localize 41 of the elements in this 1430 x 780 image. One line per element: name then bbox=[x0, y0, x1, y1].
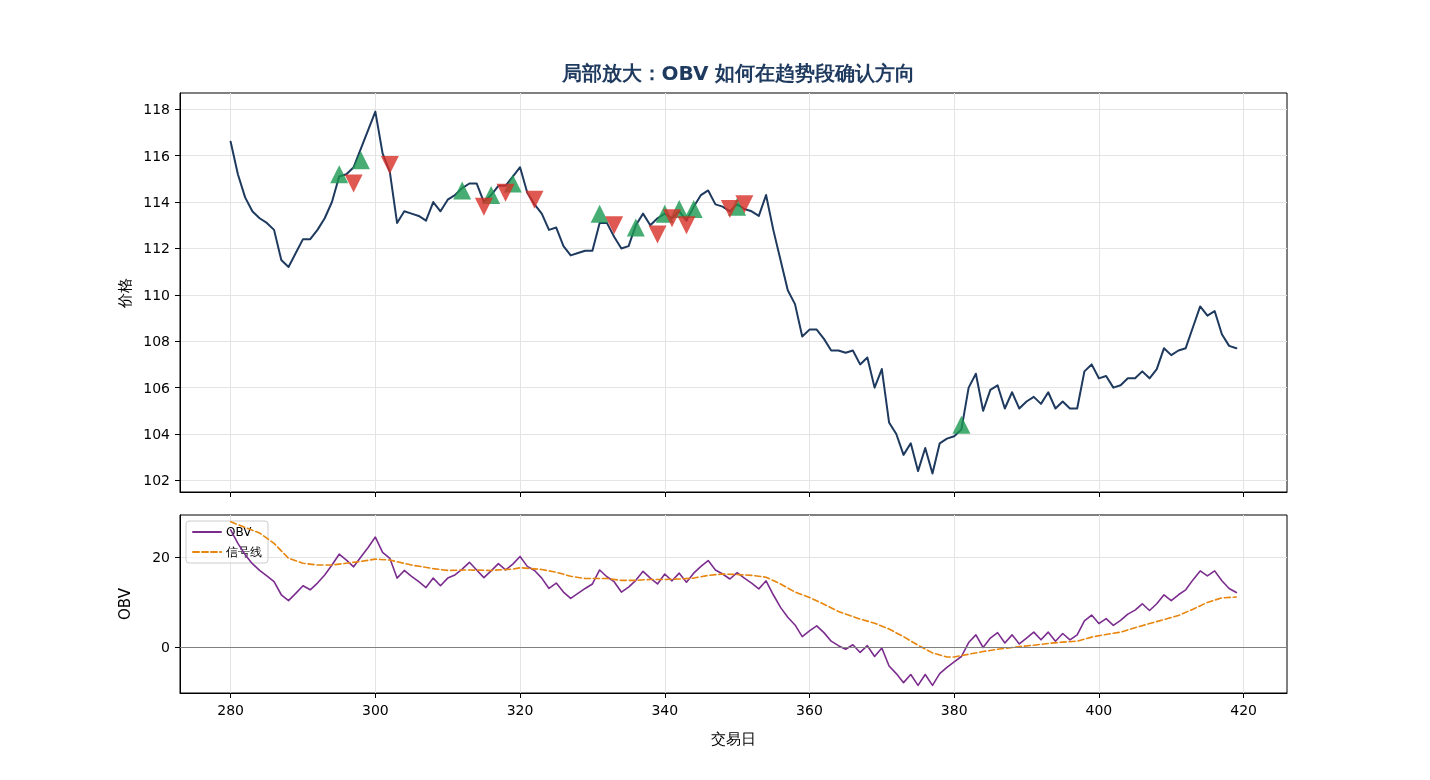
point bbox=[677, 216, 696, 235]
y-tick-label: 104 bbox=[143, 426, 171, 443]
point bbox=[648, 225, 667, 244]
point bbox=[496, 183, 515, 202]
point bbox=[952, 415, 971, 434]
point bbox=[474, 197, 493, 216]
point bbox=[735, 195, 754, 214]
y-tick-label: 108 bbox=[143, 333, 170, 350]
chart-title: 局部放大：OBV 如何在趋势段确认方向 bbox=[560, 61, 916, 85]
y-axis-title: OBV bbox=[115, 587, 134, 620]
y-tick-label: 116 bbox=[143, 147, 171, 164]
point bbox=[590, 204, 609, 223]
y-tick-label: 118 bbox=[143, 101, 170, 118]
point bbox=[626, 218, 645, 237]
point bbox=[453, 181, 472, 200]
x-axis-title: 交易日 bbox=[711, 729, 756, 748]
point bbox=[720, 199, 739, 218]
x-tick-label: 360 bbox=[796, 702, 823, 718]
point bbox=[663, 209, 681, 228]
x-tick-label: 300 bbox=[361, 702, 389, 718]
x-tick-label: 320 bbox=[506, 702, 534, 718]
y-tick-label: 102 bbox=[143, 472, 170, 489]
point bbox=[525, 190, 544, 209]
y-tick-label: 110 bbox=[143, 286, 170, 303]
y-tick-label: 112 bbox=[143, 240, 170, 257]
x-tick-label: 280 bbox=[217, 702, 245, 718]
y-axis-title: 价格 bbox=[115, 277, 134, 309]
point bbox=[380, 155, 399, 174]
x-tick-label: 340 bbox=[651, 702, 679, 718]
x-tick-label: 400 bbox=[1085, 702, 1113, 718]
x-tick-label: 380 bbox=[940, 702, 968, 718]
y-tick-label: 114 bbox=[143, 194, 171, 211]
line-series bbox=[229, 110, 1238, 475]
y-tick-label: 20 bbox=[152, 548, 170, 565]
point bbox=[605, 216, 624, 235]
point bbox=[351, 151, 370, 170]
y-tick-label: 0 bbox=[161, 639, 170, 656]
x-tick-label: 420 bbox=[1230, 702, 1257, 718]
point bbox=[344, 174, 363, 193]
y-tick-label: 106 bbox=[143, 379, 171, 396]
point bbox=[330, 165, 349, 184]
